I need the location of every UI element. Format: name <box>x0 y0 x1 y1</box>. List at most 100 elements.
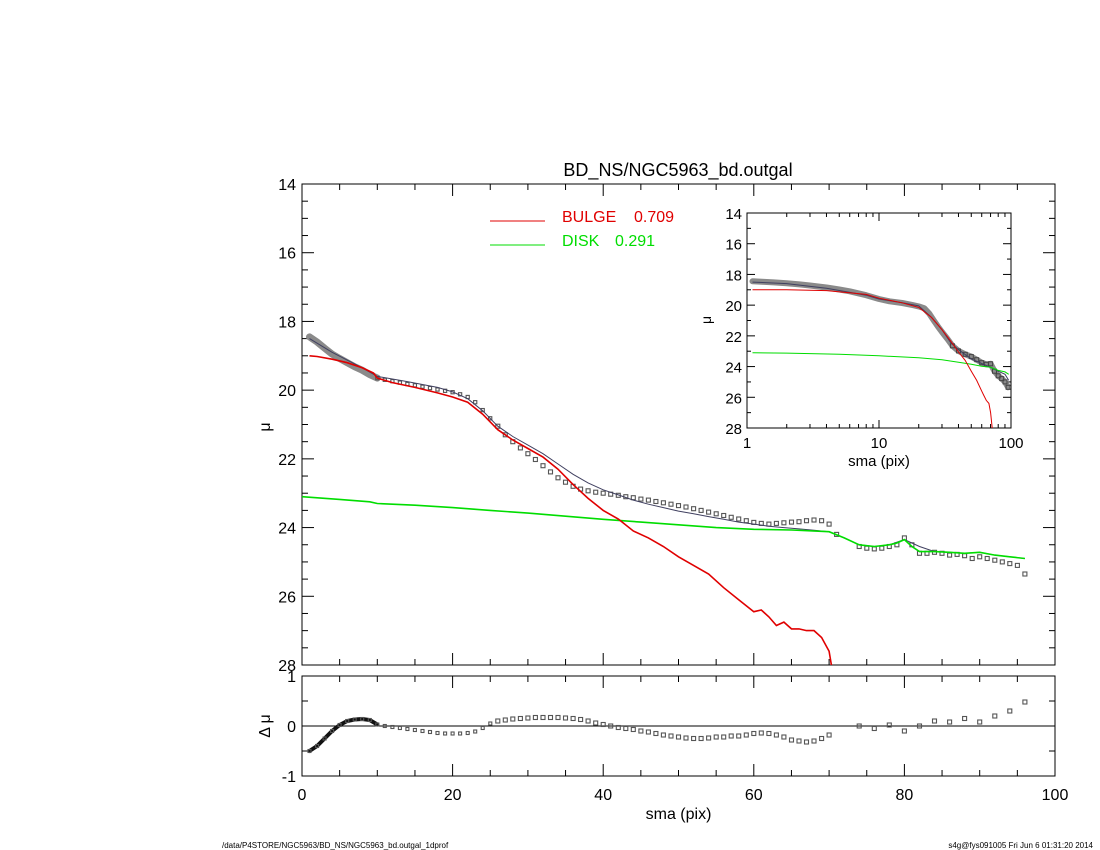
main-ytick-label: 18 <box>278 314 296 331</box>
residual-point <box>630 726 636 733</box>
data-point <box>473 400 478 405</box>
data-point <box>668 501 674 507</box>
residual-point <box>675 734 682 740</box>
data-point <box>517 445 523 451</box>
inset-ytick-label: 18 <box>725 267 742 284</box>
residual-point <box>397 725 402 731</box>
data-point <box>683 504 689 510</box>
residual-point <box>691 735 697 742</box>
data-point <box>864 545 870 551</box>
data-point <box>540 463 546 469</box>
main-ytick-label: 24 <box>278 521 296 538</box>
main-ytick-label: 26 <box>278 589 296 606</box>
data-point <box>781 520 787 526</box>
residual-point <box>367 717 372 723</box>
residual-point <box>405 726 410 732</box>
residual-point <box>683 735 689 741</box>
residual-point <box>826 732 832 738</box>
residual-point <box>578 716 584 723</box>
residual-point <box>1007 708 1013 714</box>
residual-point <box>473 729 478 734</box>
inset-ylabel: μ <box>698 316 714 324</box>
bulge-line <box>309 355 833 665</box>
residual-point <box>420 728 425 734</box>
residual-point <box>382 723 387 729</box>
inset-ytick-label: 28 <box>725 421 742 438</box>
residual-point <box>788 737 795 743</box>
data-point <box>969 555 975 562</box>
residual-ytick-label: 1 <box>287 669 296 686</box>
residual-point <box>623 725 629 732</box>
residual-point <box>517 715 523 722</box>
inset-ytick-label: 22 <box>725 329 742 346</box>
data-point <box>788 519 795 525</box>
data-point <box>999 559 1005 565</box>
residual-point <box>375 722 380 727</box>
residual-point <box>660 732 666 738</box>
inset-data-point <box>962 351 968 357</box>
data-point <box>427 385 433 391</box>
data-point <box>992 557 998 563</box>
residual-point <box>796 738 802 744</box>
data-point <box>1022 571 1028 577</box>
data-point <box>698 507 704 513</box>
main-ytick-label: 16 <box>278 246 296 263</box>
residual-point <box>811 738 817 744</box>
residual-point <box>412 727 417 733</box>
residual-point <box>871 725 877 732</box>
data-point <box>984 555 990 562</box>
residual-point <box>315 743 320 749</box>
residual-point <box>743 732 749 738</box>
data-point <box>871 546 877 552</box>
residual-point <box>638 728 644 734</box>
residual-point <box>803 739 810 745</box>
residual-point <box>819 735 825 742</box>
residual-xtick-label: 40 <box>594 787 612 804</box>
residual-ytick-label: 0 <box>287 719 296 736</box>
inset-frame <box>746 212 1012 429</box>
inset-ytick-label: 14 <box>725 206 742 223</box>
residual-point <box>931 718 938 724</box>
residual-xtick-label: 100 <box>1042 787 1069 804</box>
data-point <box>728 514 734 520</box>
data-point <box>962 553 968 559</box>
residual-point <box>901 728 907 734</box>
inset-disk-line <box>752 352 1009 375</box>
residual-point <box>562 715 569 721</box>
legend: BULGE 0.709 DISK 0.291 <box>490 209 674 250</box>
main-ytick-label: 22 <box>278 452 296 469</box>
residual-point <box>600 721 606 728</box>
residual-point <box>653 730 659 737</box>
residual-point <box>992 713 998 719</box>
residual-point <box>330 728 335 734</box>
data-point <box>691 506 697 512</box>
residual-point <box>495 718 501 724</box>
data-point <box>532 456 538 463</box>
residual-point <box>525 715 531 721</box>
residual-point <box>345 718 350 724</box>
data-point <box>502 432 508 438</box>
residual-point <box>645 729 651 735</box>
main-ytick-label: 14 <box>278 177 296 194</box>
data-point <box>743 518 749 524</box>
inset-data-point <box>1005 384 1011 390</box>
residual-point <box>728 733 734 739</box>
residual-point <box>962 715 968 722</box>
main-ylabel: μ <box>257 422 274 431</box>
residual-point <box>758 730 764 736</box>
data-point <box>555 475 561 481</box>
residual-point <box>450 731 455 736</box>
data-point <box>803 518 810 524</box>
residual-point <box>1022 699 1028 705</box>
legend-disk-value: 0.291 <box>615 233 655 250</box>
inset-xtick-label: 1 <box>743 435 751 452</box>
legend-bulge-value: 0.709 <box>634 209 674 226</box>
disk-line <box>302 495 1025 560</box>
inset-xtick-label: 100 <box>998 435 1023 452</box>
residual-point <box>510 716 516 722</box>
inset-xlabel: sma (pix) <box>848 453 910 470</box>
data-point <box>826 521 832 527</box>
residual-point <box>337 722 342 728</box>
residual-point <box>886 722 892 728</box>
